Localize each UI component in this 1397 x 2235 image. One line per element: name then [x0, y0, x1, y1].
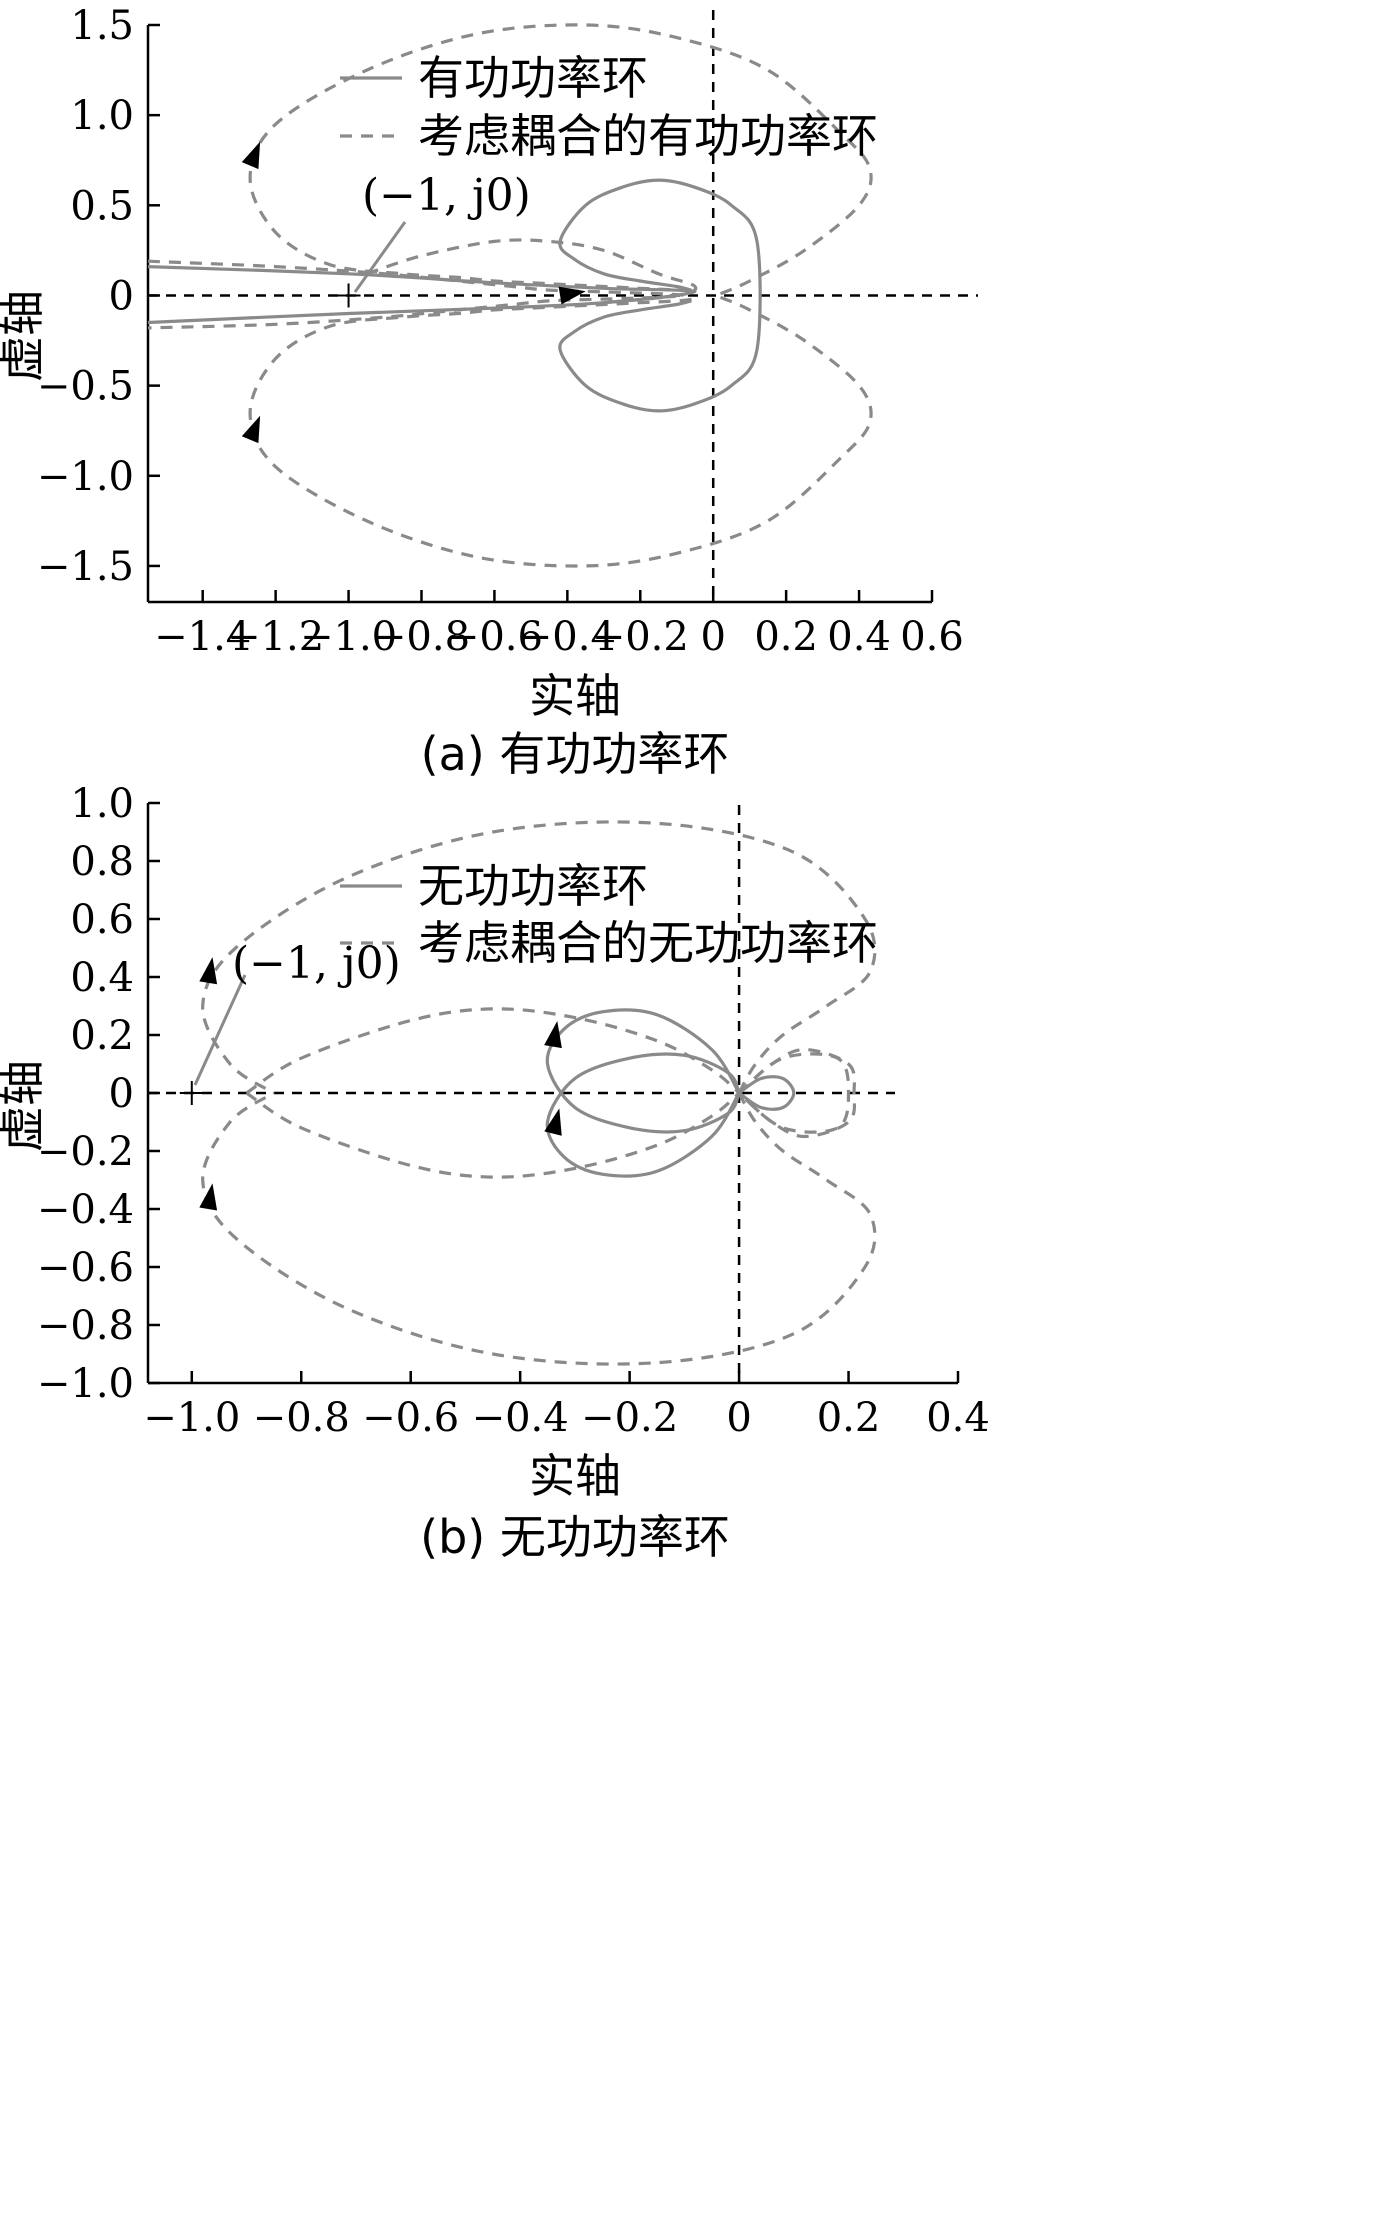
x-tick-label: −1.0 — [143, 1395, 240, 1441]
coupled-loop-curve — [201, 820, 877, 1095]
y-tick-label: 0.5 — [70, 183, 134, 229]
x-tick-label: −1.0 — [300, 614, 397, 660]
direction-arrow — [241, 415, 261, 444]
annotation-leader — [353, 221, 407, 293]
coupled-loop-curve — [738, 1052, 851, 1134]
coupled-loop-curve — [245, 1007, 741, 1095]
legend-label: 考虑耦合的有功功率环 — [418, 109, 878, 163]
x-tick-label: −1.4 — [154, 614, 251, 660]
y-tick-label: −1.0 — [37, 1361, 134, 1407]
x-tick-label: −0.2 — [592, 614, 689, 660]
x-tick-label: 0.4 — [926, 1395, 990, 1441]
chart-panel-a: 1.51.00.50−0.5−1.0−1.5−1.4−1.2−1.0−0.8−0… — [0, 3, 978, 781]
critical-point-label: (−1, j0) — [232, 938, 401, 989]
direction-arrow — [544, 1020, 562, 1049]
y-tick-label: 0.8 — [70, 839, 134, 885]
coupled-loop-curve — [248, 295, 873, 568]
x-tick-label: 0.2 — [817, 1395, 881, 1441]
x-tick-label: 0.2 — [754, 614, 818, 660]
y-tick-label: −0.8 — [37, 1303, 134, 1349]
x-tick-label: −1.2 — [227, 614, 324, 660]
y-tick-label: −0.5 — [37, 364, 134, 410]
coupled-loop-curve — [147, 259, 686, 330]
legend-label: 有功功率环 — [418, 51, 648, 105]
y-tick-label: 0 — [109, 1071, 134, 1117]
y-axis-label: 虚轴 — [0, 290, 49, 382]
power-loop-curve — [738, 1075, 796, 1111]
direction-arrow — [199, 957, 218, 985]
x-tick-label: 0.4 — [827, 614, 891, 660]
y-tick-label: −0.2 — [37, 1129, 134, 1175]
y-tick-label: 0 — [109, 273, 134, 319]
power-loop-curve — [545, 1008, 741, 1134]
coupled-loop-curve — [248, 23, 873, 296]
x-tick-label: −0.2 — [581, 1395, 678, 1441]
y-tick-label: 1.0 — [70, 781, 134, 827]
x-tick-label: 0 — [726, 1395, 751, 1441]
coupled-loop-curve — [366, 238, 698, 305]
panel-caption: (b) 无功功率环 — [420, 1510, 730, 1564]
direction-arrow — [199, 1183, 218, 1211]
x-tick-label: −0.6 — [446, 614, 543, 660]
panel-caption: (a) 有功功率环 — [421, 727, 730, 781]
power-loop-curve — [545, 1052, 741, 1178]
legend-label: 考虑耦合的无功功率环 — [418, 916, 878, 970]
coupled-loop-curve — [738, 1047, 857, 1139]
direction-arrow — [558, 286, 586, 305]
y-tick-label: −1.5 — [37, 544, 134, 590]
y-tick-label: −0.4 — [37, 1187, 134, 1233]
coupled-loop-curve — [201, 1091, 877, 1366]
direction-arrow — [544, 1108, 562, 1136]
y-tick-label: 0.2 — [70, 1013, 134, 1059]
y-tick-label: 0.4 — [70, 955, 134, 1001]
x-tick-label: 0 — [700, 614, 725, 660]
y-tick-label: 1.0 — [70, 93, 134, 139]
legend-label: 无功功率环 — [418, 859, 648, 913]
direction-arrow — [241, 141, 261, 170]
chart-panel-b: 1.00.80.60.40.20−0.2−0.4−0.6−0.8−1.0−1.0… — [0, 781, 990, 1564]
x-tick-label: −0.6 — [362, 1395, 459, 1441]
critical-point-label: (−1, j0) — [362, 170, 531, 221]
coupled-loop-curve — [245, 1091, 741, 1179]
x-tick-label: −0.8 — [253, 1395, 350, 1441]
x-axis-label: 实轴 — [529, 1449, 621, 1503]
x-tick-label: 0.6 — [900, 614, 964, 660]
y-axis-label: 虚轴 — [0, 1060, 49, 1152]
x-tick-label: −0.8 — [373, 614, 470, 660]
y-tick-label: 1.5 — [70, 3, 134, 49]
annotation-leader — [193, 974, 247, 1086]
power-loop-curve — [147, 265, 697, 325]
x-axis-label: 实轴 — [529, 669, 621, 723]
y-tick-label: 0.6 — [70, 897, 134, 943]
y-tick-label: −0.6 — [37, 1245, 134, 1291]
power-loop-curve — [558, 178, 762, 413]
x-tick-label: −0.4 — [472, 1395, 569, 1441]
y-tick-label: −1.0 — [37, 454, 134, 500]
x-tick-label: −0.4 — [519, 614, 616, 660]
